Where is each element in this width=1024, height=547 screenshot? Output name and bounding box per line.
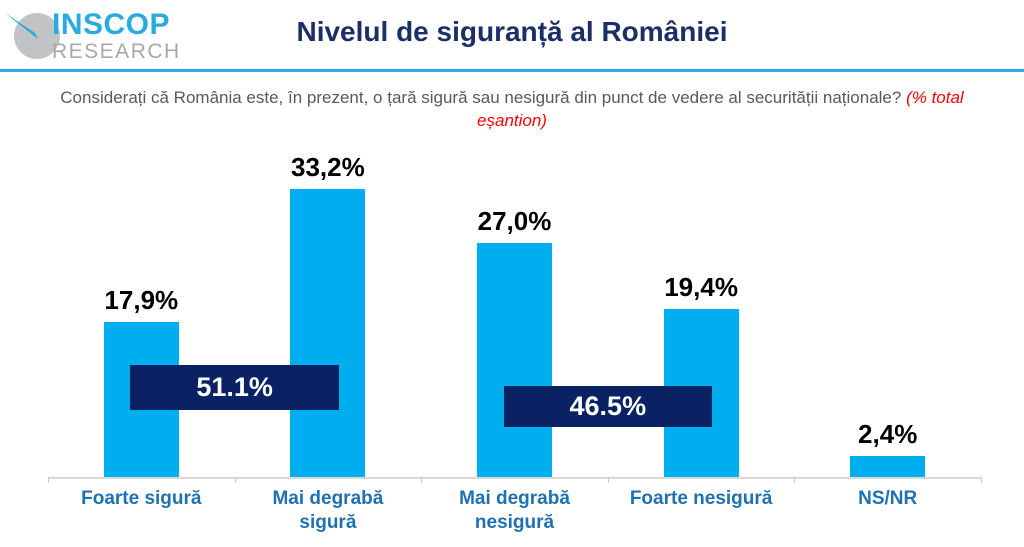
bar-chart: 17,9% Foarte sigură 33,2% Mai degrabă sigur…	[0, 140, 1024, 547]
x-axis-tick	[421, 477, 423, 483]
chart-bar	[477, 243, 552, 477]
group-total-box: 51.1%	[130, 365, 340, 410]
category-label: Foarte sigură	[81, 488, 202, 509]
x-axis-tick	[607, 477, 609, 483]
chart-bar	[290, 189, 366, 477]
logo-text: INSCOP RESEARCH	[52, 8, 181, 63]
category-label: NS/NR	[858, 488, 918, 509]
bar-value-label: 33,2%	[291, 152, 365, 182]
category-label: Foarte nesigură	[629, 488, 773, 509]
x-axis-tick	[794, 477, 796, 483]
logo-line2: RESEARCH	[52, 40, 181, 63]
logo-line1: INSCOP	[52, 8, 171, 41]
inscop-logo: INSCOP RESEARCH	[4, 4, 234, 66]
x-axis-tick	[981, 477, 982, 483]
x-axis-tick	[48, 477, 49, 483]
survey-question-text: Considerați că România este, în prezent,…	[60, 88, 902, 107]
chart-bar	[850, 456, 926, 477]
x-axis-line	[48, 477, 981, 479]
sample-note: (% total eșantion)	[477, 88, 964, 130]
header-divider	[0, 69, 1024, 72]
bar-value-label: 17,9%	[104, 285, 179, 315]
bar-value-label: 19,4%	[664, 272, 738, 302]
clock-dial-icon	[5, 13, 60, 59]
bar-value-label: 2,4%	[858, 419, 918, 449]
category-label: Mai degrabă sigură	[272, 488, 384, 533]
category-label: Mai degrabă nesigură	[459, 488, 570, 533]
survey-question: Considerați că România este, în prezent,…	[57, 86, 967, 132]
bar-value-label: 27,0%	[477, 206, 552, 236]
x-axis-tick	[234, 477, 236, 483]
page-title: Nivelul de siguranță al României	[296, 16, 728, 47]
group-total-box: 46.5%	[503, 386, 712, 427]
